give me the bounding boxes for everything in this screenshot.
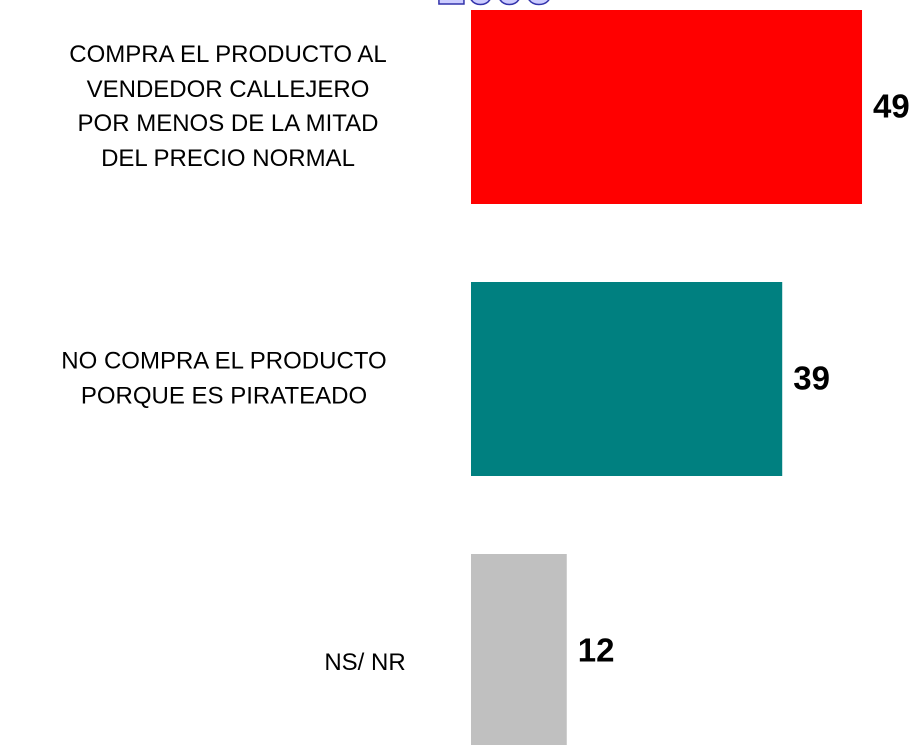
category-label: NO COMPRA EL PRODUCTO PORQUE ES PIRATEAD… [61, 347, 387, 410]
value-label: 49 [873, 88, 910, 125]
value-label: 12 [578, 632, 615, 669]
bar [471, 282, 783, 476]
category-label: COMPRA EL PRODUCTO AL VENDEDOR CALLEJERO… [69, 41, 387, 172]
category-label: NS/ NR [324, 648, 406, 676]
value-label: 39 [793, 360, 830, 397]
bar [471, 10, 863, 204]
bar [471, 554, 567, 745]
